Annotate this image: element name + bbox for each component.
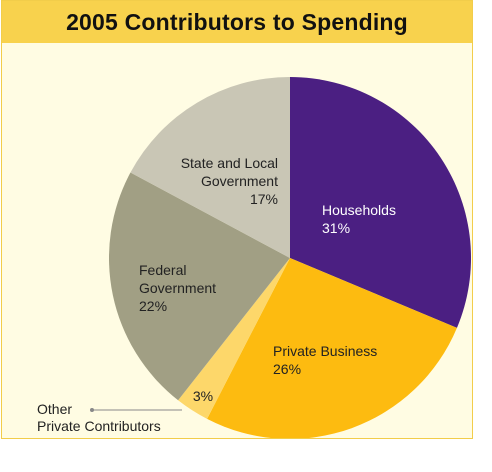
slice-name-federal-government-line-1: Federal xyxy=(139,262,186,278)
slice-name-households-line-1: Households xyxy=(322,202,396,218)
chart-frame: 2005 Contributors to Spending Households… xyxy=(1,0,473,439)
slice-name-private-business-line-1: Private Business xyxy=(273,343,377,359)
pie-slice-state-and-local-government xyxy=(130,77,290,258)
slice-name-other-private-contributors-line-2: Private Contributors xyxy=(37,418,161,434)
slice-name-federal-government-line-2: Government xyxy=(139,280,216,296)
leader-dot-other-private-contributors xyxy=(90,408,94,412)
pie-slice-other-private-contributors xyxy=(178,258,290,419)
pie-slice-federal-government xyxy=(108,172,290,401)
chart-title: 2005 Contributors to Spending xyxy=(66,8,408,35)
pie-slice-households xyxy=(290,77,472,328)
chart-panel: Households 31% Private Business 26% Other Pri… xyxy=(2,43,472,438)
pie-chart: Households 31% Private Business 26% OtherPri… xyxy=(37,77,472,438)
pie-slice-private-business xyxy=(207,258,457,438)
slice-name-state-and-local-government-line-1: State and Local xyxy=(181,155,278,171)
slice-value-private-business: 26% xyxy=(273,361,301,377)
slice-value-other-private-contributors: 3% xyxy=(193,388,213,404)
title-bar: 2005 Contributors to Spending xyxy=(2,0,472,43)
slice-value-state-and-local-government: 17% xyxy=(250,191,278,207)
slice-value-federal-government: 22% xyxy=(139,298,167,314)
slice-name-state-and-local-government-line-2: Government xyxy=(201,173,278,189)
slice-name-other-private-contributors-line-1: Other xyxy=(37,401,72,417)
slice-value-households: 31% xyxy=(322,220,350,236)
